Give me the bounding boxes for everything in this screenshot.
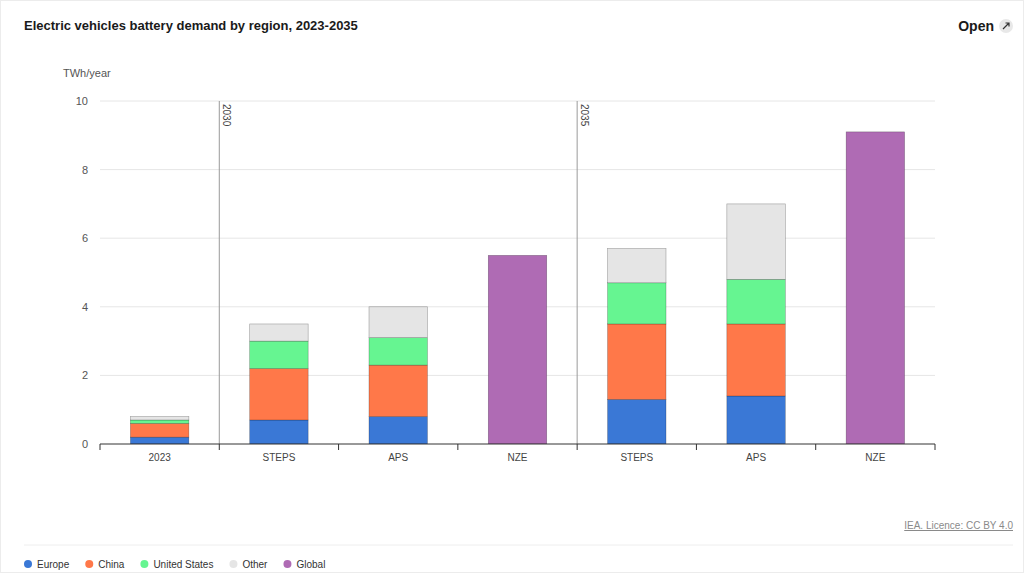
legend-marker [283,560,291,568]
x-tick-label: APS [388,452,408,463]
x-tick-label: APS [746,452,766,463]
button-icon[interactable] [999,19,1013,33]
bar-segment [369,307,427,338]
legend-marker [24,560,32,568]
bar-segment [250,341,308,368]
bar-segment [488,255,546,444]
button-label[interactable]: Open [958,18,994,34]
x-tick-label: NZE [508,452,528,463]
x-tick [577,444,578,450]
bar-segment [608,324,666,399]
bar-segment [369,338,427,365]
bar-segment [727,324,785,396]
x-tick [100,444,101,450]
section-line [219,101,220,444]
legend-marker [140,560,148,568]
bar-segment [130,417,188,420]
grid-line [100,101,935,102]
x-tick-label: STEPS [263,452,296,463]
x-tick [338,444,339,450]
x-tick-label: NZE [865,452,885,463]
x-axis [100,444,935,445]
chart: Electric vehicles battery demand by regi… [0,0,1024,573]
legend-label: United States [153,559,213,570]
y-tick-label: 8 [82,164,88,176]
bar-segment [369,417,427,444]
section-label: 2035 [579,104,590,127]
bar-segment [608,283,666,324]
section-line [577,101,578,444]
y-tick-label: 10 [76,95,88,107]
bar-segment [130,423,188,437]
bar-segment [846,132,904,444]
y-tick-label: 4 [82,301,88,313]
legend-marker [85,560,93,568]
bar-segment [130,437,188,444]
bar-segment [250,420,308,444]
bar-segment [369,365,427,416]
legend: Europe China United States Other Global [24,559,325,570]
y-tick-label: 6 [82,232,88,244]
bar-segment [608,399,666,444]
legend-label: Europe [37,559,70,570]
grid-line [100,238,935,239]
x-tick [815,444,816,450]
source: IEA. Licence: CC BY 4.0 [904,520,1013,531]
bar-segment [250,324,308,341]
legend-label: Other [242,559,268,570]
x-tick-label: STEPS [620,452,653,463]
bar-segment [727,204,785,279]
legend-label: China [98,559,125,570]
x-tick [696,444,697,450]
bar-segment [250,369,308,420]
x-tick [457,444,458,450]
y-axis-label: TWh/year [63,67,111,79]
x-tick-label: 2023 [149,452,172,463]
legend-label: Global [296,559,325,570]
grid-line [100,169,935,170]
bar-segment [727,279,785,324]
separator [24,545,1013,546]
bar-segment [608,248,666,282]
section-label: 2030 [221,104,232,127]
bars [130,132,904,444]
y-tick-label: 0 [82,438,88,450]
button-arrow [1003,23,1009,29]
open-button[interactable]: Open [958,18,1013,34]
bar-segment [727,396,785,444]
legend-marker [229,560,237,568]
x-tick [935,444,936,450]
x-tick [219,444,220,450]
title: Electric vehicles battery demand by regi… [24,18,358,33]
bar-segment [130,420,188,423]
card [1,1,1024,573]
y-tick-label: 2 [82,369,88,381]
